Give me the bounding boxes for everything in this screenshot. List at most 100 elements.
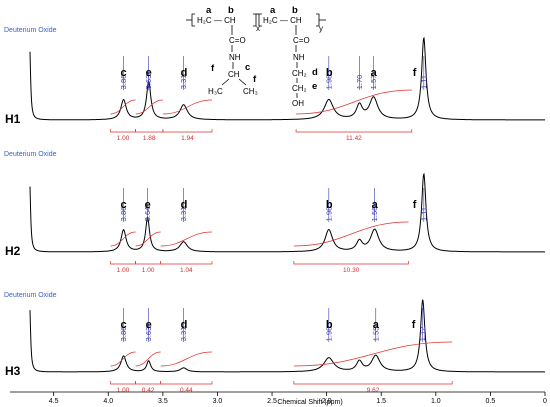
x-axis-label: Chemical Shift (ppm) (277, 399, 342, 406)
x-tick-label: 2.0 (322, 398, 332, 405)
bracket-right-1 (253, 13, 257, 27)
peak-letter: f (413, 67, 417, 79)
shift-label: 3.64 (143, 207, 152, 222)
methyl-right: CH₃ (243, 87, 258, 96)
methylene-e: CH₂ (292, 84, 307, 93)
x-axis: 4.5 4.0 3.5 3.0 2.5 2.0 1.5 1.0 0.5 0 Chemical Sh… (10, 391, 547, 406)
solvent-label: Deuterium Oxide (4, 151, 57, 158)
x-tick-label: 4.5 (49, 398, 59, 405)
peak-letter: c (121, 199, 127, 211)
structure-label-a1: a (206, 5, 212, 16)
integration-value: 10.30 (343, 267, 360, 274)
shift-label: 3.86 (119, 327, 128, 342)
structure-label-e: e (312, 81, 317, 92)
x-axis-ticks: 4.5 4.0 3.5 3.0 2.5 2.0 1.5 1.0 0.5 0 (49, 392, 547, 405)
shift-label: 1.70 (355, 75, 364, 90)
shift-label: 1.55 (371, 327, 380, 342)
integration-bracket (295, 129, 413, 133)
peak-letter: a (372, 199, 379, 211)
shift-label: 1.12 (418, 327, 427, 342)
shift-label: 3.63 (144, 75, 153, 90)
solvent-label: Deuterium Oxide (4, 292, 57, 299)
x-tick-label: 2.5 (267, 398, 277, 405)
shift-label: 1.57 (369, 75, 378, 90)
bond-1e (238, 78, 247, 86)
structure-label-f-left: f (211, 63, 215, 74)
shift-label: 1.11 (419, 75, 428, 89)
integration-bracket (110, 381, 136, 385)
peak-letter: b (326, 67, 333, 79)
peak-letter: a (373, 319, 380, 331)
peak-letter: d (181, 319, 188, 331)
carbonyl-2: C=O (293, 36, 310, 45)
shift-label: 3.86 (119, 75, 128, 90)
integration-value: 1.88 (143, 135, 156, 142)
integration-value: 1.00 (117, 135, 130, 142)
isopropyl-ch: CH (228, 70, 240, 79)
x-tick-label: 3.5 (158, 398, 168, 405)
integration-value: 0.42 (142, 387, 155, 394)
integration-bracket (135, 261, 162, 265)
structure-label-d: d (312, 67, 318, 78)
amide-2: NH (293, 53, 305, 62)
integration-value: 1.00 (142, 267, 155, 274)
integration-curve (135, 231, 161, 247)
bond-1d (221, 78, 230, 86)
peak-letter: d (181, 199, 188, 211)
bracket-left-1 (191, 13, 195, 27)
peak-letter: b (326, 199, 333, 211)
integration-bracket (135, 381, 162, 385)
subscript-y: y (319, 24, 323, 33)
spectrum-h1: Deuterium OxideH13.86c3.63e3.31d1.98b1.7… (4, 27, 545, 142)
spectrum-label: H3 (5, 364, 21, 378)
polymer-structure: a b a b H₂C — CH H₂C — CH x y C=O NH CH … (186, 5, 326, 108)
shift-label: 1.56 (370, 207, 379, 222)
integration-curve (135, 99, 163, 115)
shift-label: 1.98 (324, 75, 333, 90)
peak-letter: f (413, 199, 417, 211)
peak-letter: a (371, 67, 378, 79)
subscript-x: x (256, 24, 260, 33)
integration-value: 1.00 (117, 267, 130, 274)
integration-value: 1.00 (117, 387, 130, 394)
spectrum-label: H2 (5, 244, 21, 258)
shift-label: 1.11 (419, 207, 428, 221)
x-tick-label: 4.0 (103, 398, 113, 405)
integration-curve (110, 351, 136, 367)
shift-label: 1.98 (324, 207, 333, 222)
shift-label: 3.31 (179, 207, 188, 222)
integration-curve (160, 351, 212, 367)
integration-bracket (293, 261, 409, 265)
spectrum-label: H1 (5, 112, 21, 126)
backbone-2: H₂C — CH (263, 16, 302, 25)
integration-value: 11.42 (346, 135, 362, 142)
shift-label: 3.31 (179, 75, 188, 90)
integration-curve (110, 231, 136, 247)
carbonyl-1: C=O (229, 36, 246, 45)
shift-label: 1.98 (324, 327, 333, 342)
solvent-label: Deuterium Oxide (4, 27, 57, 34)
peak-letter: b (326, 319, 333, 331)
peak-letter: e (146, 67, 152, 79)
structure-label-f-right: f (253, 74, 257, 85)
integration-bracket (135, 129, 164, 133)
methylene-d: CH₂ (292, 69, 307, 78)
integration-bracket (110, 261, 136, 265)
peak-letter: e (145, 199, 151, 211)
integration-curve (162, 99, 212, 115)
bracket-left-2 (258, 13, 262, 27)
integration-curve (160, 231, 212, 247)
integration-curve (293, 221, 409, 247)
x-tick-label: 1.5 (376, 398, 386, 405)
shift-label: 3.63 (144, 327, 153, 342)
shift-label: 3.86 (119, 207, 128, 222)
structure-label-b2: b (292, 5, 298, 16)
amide-1: NH (229, 53, 241, 62)
spectra-group: Deuterium OxideH13.86c3.63e3.31d1.98b1.7… (4, 27, 545, 394)
spectrum-trace (29, 172, 545, 253)
backbone-1: H₂C — CH (197, 16, 236, 25)
peak-letter: c (121, 319, 127, 331)
spectrum-h3: Deuterium Oxide H3 3.86c 3.63e 3.31d 1.98b 1.5… (4, 292, 545, 394)
spectrum-h2: Deuterium Oxide H2 3.86c 3.64e 3.31d 1.98b 1.5… (4, 151, 545, 274)
